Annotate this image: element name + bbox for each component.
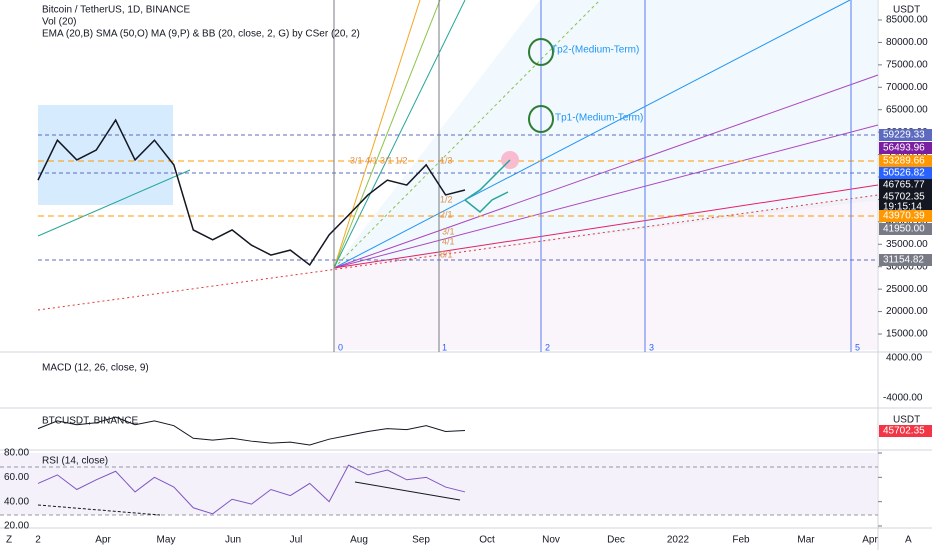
price-tag-label: 31154.82 — [883, 255, 924, 266]
price-tag-label: 46765.77 — [883, 180, 925, 191]
price-tag — [879, 129, 932, 141]
time-label: Apr — [862, 535, 878, 546]
time-label: May — [157, 535, 176, 546]
compare-title: BTCUSDT, BINANCE — [42, 416, 138, 427]
macd-title: MACD (12, 26, close, 9) — [42, 363, 149, 374]
fan-label: 4/1 — [442, 236, 455, 246]
y-tick-label: 15000.00 — [886, 329, 928, 340]
price-tag — [879, 142, 932, 154]
fan-label: 1/3 — [440, 155, 453, 165]
y-tick-label: 55000.00 — [886, 149, 928, 160]
fan-label: 8/1 — [440, 249, 453, 259]
price-tag-label: 50526.82 — [883, 168, 925, 179]
time-label: Feb — [732, 535, 750, 546]
price-tag-label: 19:15:14 — [883, 202, 922, 213]
price-tag-label: 43970.39 — [883, 211, 925, 222]
y-tick-label: 85000.00 — [886, 15, 928, 26]
price-tag-label: 53289.66 — [883, 156, 925, 167]
y-tick-label: 30000.00 — [886, 261, 928, 272]
price-tag — [879, 179, 932, 191]
cycle-label: 2 — [545, 342, 550, 352]
y-tick-label: 25000.00 — [886, 284, 928, 295]
y-tick-label: 70000.00 — [886, 82, 928, 93]
rsi-tick-label: 40.00 — [4, 496, 29, 507]
cycle-label: 1 — [442, 342, 447, 352]
y-tick-label: 35000.00 — [886, 239, 928, 250]
fan-label: 2/1 — [440, 209, 453, 219]
price-tag-label: 59229.33 — [883, 130, 925, 141]
time-label: Apr — [95, 535, 111, 546]
macd-tick: 4000.00 — [886, 353, 923, 364]
price-tag — [879, 210, 932, 222]
fan-label: 3/1 — [442, 226, 455, 236]
price-line — [37, 118, 466, 267]
price-tag — [879, 155, 932, 167]
annotation: Tp2-(Medium-Term) — [551, 45, 639, 56]
y-tick-label: 75000.00 — [886, 59, 928, 70]
price-tag — [879, 254, 932, 266]
rsi-tick-label: 60.00 — [4, 472, 29, 483]
rsi-tick-label: 80.00 — [4, 448, 29, 459]
footer-right[interactable]: A — [905, 535, 912, 546]
currency: USDT — [893, 5, 920, 16]
time-label: Jun — [225, 535, 241, 546]
rsi-title: RSI (14, close) — [42, 456, 108, 467]
macd-tick: -4000.00 — [883, 393, 923, 404]
time-label: Dec — [607, 535, 625, 546]
time-label: Oct — [479, 535, 495, 546]
drawings — [0, 0, 879, 516]
price-tag-label: 45702.35 — [883, 192, 925, 203]
annotation: Tp1-(Medium-Term) — [555, 113, 643, 124]
time-label: Mar — [797, 535, 815, 546]
rsi-tick-label: 20.00 — [4, 521, 29, 532]
y-tick-label: 80000.00 — [886, 37, 928, 48]
compare-line — [37, 416, 466, 446]
price-tag-label: 41950.00 — [883, 224, 925, 235]
time-label: Aug — [350, 535, 368, 546]
cycle-label: 3 — [649, 342, 654, 352]
cycle-label: 0 — [338, 342, 343, 352]
price-tag — [879, 191, 932, 203]
header-title: Bitcoin / TetherUS, 1D, BINANCE — [42, 5, 191, 16]
compare-tag — [879, 425, 932, 437]
time-label: Jul — [290, 535, 303, 546]
price-tag — [879, 223, 932, 235]
y-tick-label: 65000.00 — [886, 104, 928, 115]
header-indicators: EMA (20,B) SMA (50,O) MA (9,P) & BB (20,… — [42, 29, 360, 40]
y-tick-label: 20000.00 — [886, 306, 928, 317]
rsi-line — [37, 464, 466, 515]
time-label: 2022 — [667, 535, 690, 546]
footer-left[interactable]: Z — [6, 535, 12, 546]
compare-currency: USDT — [893, 415, 920, 426]
price-tag — [879, 167, 932, 179]
header-volume: Vol (20) — [42, 17, 76, 28]
time-label: Sep — [412, 535, 430, 546]
fan-label: 1/2 — [440, 194, 453, 204]
fan-label: 3/1 4/1 3/1 1/2 — [350, 155, 408, 165]
cycle-label: 5 — [855, 342, 860, 352]
time-label: Nov — [542, 535, 560, 546]
price-tag-label: 56493.96 — [883, 143, 925, 154]
compare-last: 45702.35 — [883, 426, 925, 437]
time-label: 2 — [35, 535, 41, 546]
